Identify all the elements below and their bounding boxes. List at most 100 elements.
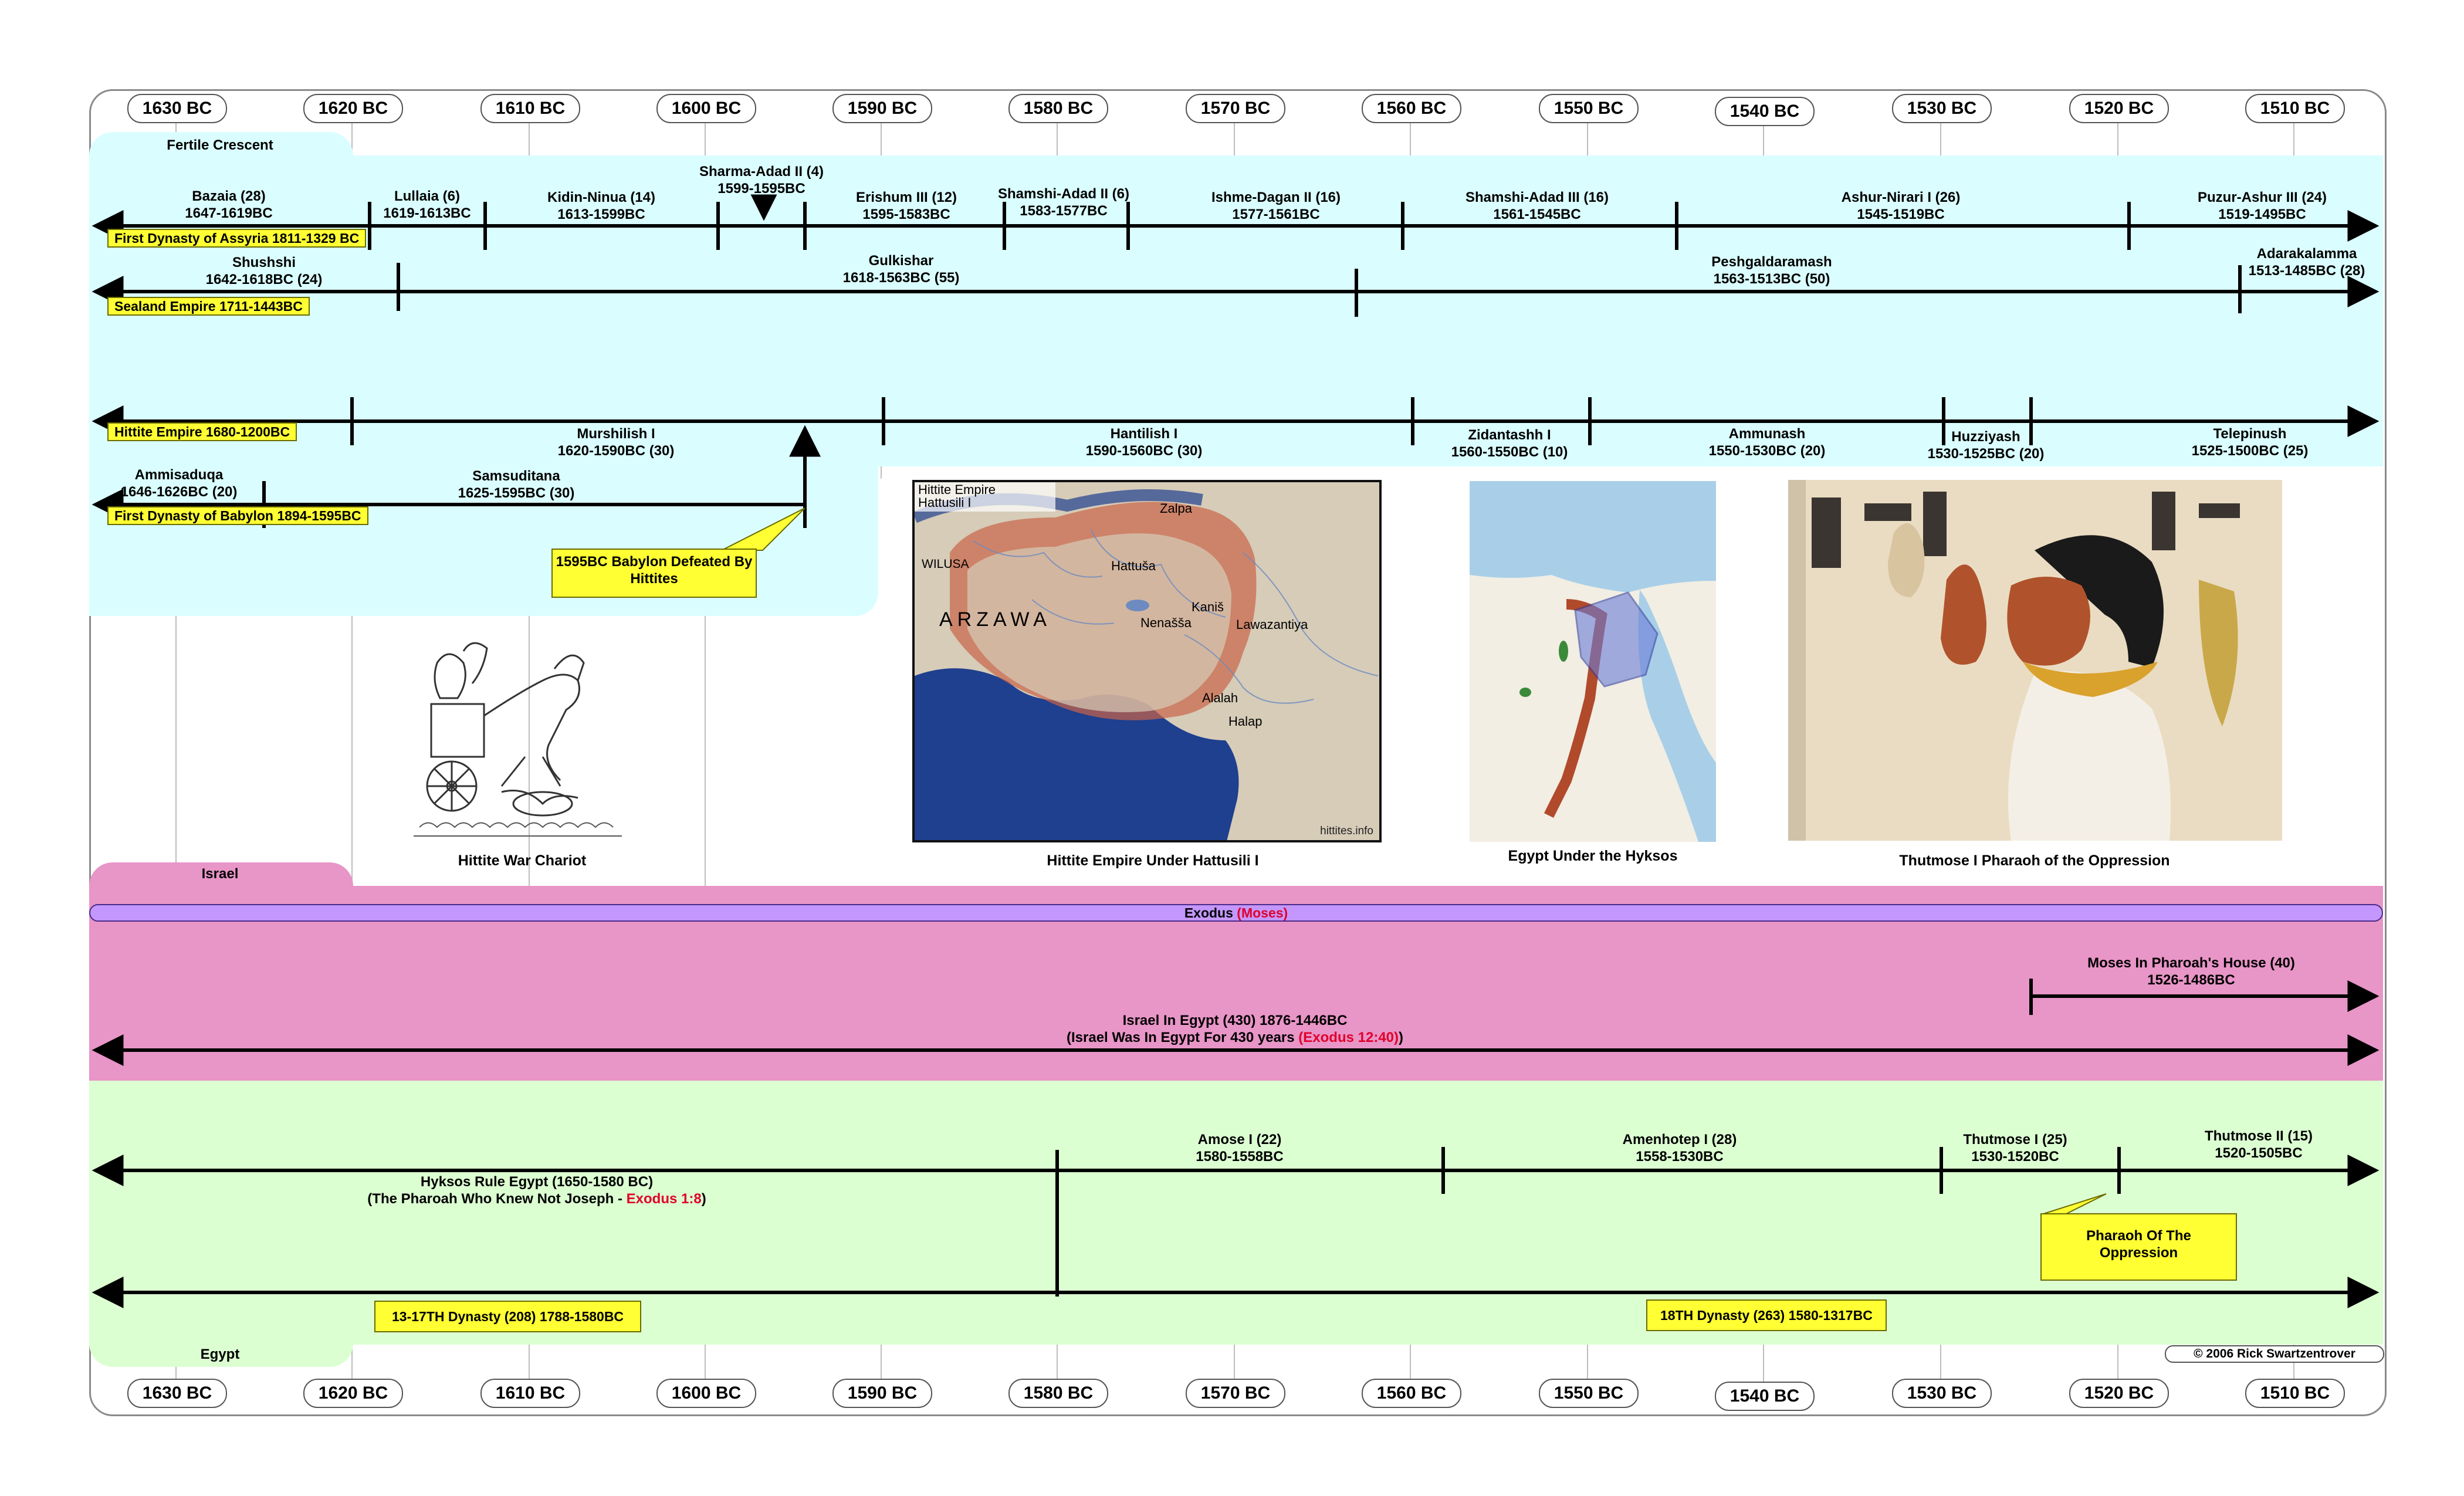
fertile-crescent-tab-bg [89, 132, 353, 167]
subtitle-close: ) [1399, 1030, 1403, 1045]
sealand-king-adarakalamma: Adarakalamma 1513-1485BC (28) [2249, 245, 2365, 279]
map-label-arzawa: ARZAWA [939, 608, 1051, 631]
map-label-hattusa: Hattuša [1111, 559, 1156, 573]
year-label-bottom: 1530 BC [1892, 1379, 1992, 1408]
assyria-king-lullaia: Lullaia (6) 1619-1613BC [383, 188, 471, 222]
subtitle-text: (The Pharoah Who Knew Not Joseph - [367, 1191, 627, 1207]
king-name: Kidin-Ninua (14) [547, 189, 655, 205]
assyria-king-sharma-adad: Sharma-Adad II (4) 1599-1595BC [699, 163, 824, 197]
king-name: Ammisaduqa [134, 467, 224, 483]
hittite-map-title: Hittite Empire Hattusili I [918, 482, 996, 510]
babylon-king-ammisaduqa: Ammisaduqa 1646-1626BC (20) [121, 466, 238, 500]
year-gridline [529, 120, 530, 1385]
assyria-dynasty-label: First Dynasty of Assyria 1811-1329 BC [107, 229, 367, 248]
map-label-wilusa: WILUSA [922, 557, 969, 571]
king-dates: 1525-1500BC (25) [2191, 443, 2309, 459]
king-dates: 1580-1558BC [1196, 1149, 1284, 1165]
king-name: Puzur-Ashur III (24) [2197, 189, 2327, 205]
sealand-king-shushshi: Shushshi 1642-1618BC (24) [206, 254, 323, 288]
subtitle-close: ) [701, 1191, 706, 1207]
exodus-bar: Exodus (Moses) [89, 904, 2383, 922]
moses-in-pharaohs-house: Moses In Pharoah's House (40) 1526-1486BC [2087, 955, 2295, 989]
king-name: Ashur-Nirari I (26) [1841, 189, 1961, 205]
israel-tab: Israel [201, 866, 239, 882]
egypt-king-amose: Amose I (22) 1580-1558BC [1196, 1131, 1283, 1165]
egypt-hyksos-map-image [1470, 481, 1716, 842]
hittite-king-zidantashh: Zidantashh I 1560-1550BC (10) [1451, 427, 1568, 461]
hittite-map-caption: Hittite Empire Under Hattusili I [1047, 852, 1259, 869]
year-label-bottom: 1630 BC [127, 1379, 227, 1408]
king-dates: 1618-1563BC (55) [842, 270, 960, 286]
hittite-king-hantilish: Hantilish I 1590-1560BC (30) [1086, 425, 1203, 459]
king-name: Lullaia (6) [394, 188, 461, 204]
hyksos-subtitle: (The Pharoah Who Knew Not Joseph - Exodu… [367, 1190, 706, 1207]
year-label-top: 1590 BC [832, 94, 932, 123]
year-label-bottom: 1510 BC [2245, 1379, 2345, 1408]
king-name: Ammunash [1728, 426, 1806, 442]
king-name: Sharma-Adad II (4) [699, 164, 824, 180]
king-name: Shushshi [232, 255, 296, 270]
babylon-dynasty-label: First Dynasty of Babylon 1894-1595BC [107, 506, 368, 525]
king-dates: 1583-1577BC [1020, 203, 1108, 219]
hittite-empire-label: Hittite Empire 1680-1200BC [107, 422, 297, 441]
king-name: Peshgaldaramash [1711, 254, 1832, 270]
israel-in-egypt-title: Israel In Egypt (430) 1876-1446BC [1122, 1013, 1348, 1028]
map-credit: hittites.info [1320, 825, 1373, 837]
king-dates: 1613-1599BC [557, 207, 645, 222]
egypt-king-thutmose-ii: Thutmose II (15) 1520-1505BC [2205, 1128, 2313, 1162]
king-dates: 1513-1485BC (28) [2248, 263, 2365, 279]
year-gridline [351, 120, 353, 1385]
king-dates: 1520-1505BC [2215, 1145, 2303, 1161]
year-label-bottom: 1590 BC [832, 1379, 932, 1408]
year-label-bottom: 1580 BC [1008, 1379, 1108, 1408]
sealand-king-gulkishar: Gulkishar 1618-1563BC (55) [843, 252, 960, 286]
assyria-king-shamshi-adad-ii: Shamshi-Adad II (6) 1583-1577BC [998, 185, 1129, 219]
thutmose-painting-image [1788, 480, 2282, 841]
king-name: Ishme-Dagan II (16) [1211, 189, 1341, 205]
sealand-king-peshgaldaramash: Peshgaldaramash 1563-1513BC (50) [1711, 253, 1832, 287]
year-label-top: 1510 BC [2245, 94, 2345, 123]
king-name: Bazaia (28) [192, 188, 266, 204]
king-dates: 1550-1530BC (20) [1708, 443, 1826, 459]
king-dates: 1530-1525BC (20) [1927, 446, 2045, 462]
year-gridline [175, 120, 177, 1385]
king-name: Shamshi-Adad II (6) [997, 186, 1130, 202]
king-dates: 1620-1590BC (30) [557, 443, 675, 459]
king-name: Zidantashh I [1468, 427, 1551, 443]
chariot-drawing [414, 642, 622, 837]
year-label-bottom: 1600 BC [656, 1379, 756, 1408]
pharaoh-oppression-callout: Pharaoh Of The Oppression [2040, 1213, 2237, 1281]
year-label-top: 1620 BC [303, 94, 403, 123]
map-label-zalpa: Zalpa [1160, 501, 1193, 516]
israel-in-egypt-label: Israel In Egypt (430) 1876-1446BC (Israe… [1067, 1012, 1403, 1046]
hyksos-rule-label: Hyksos Rule Egypt (1650-1580 BC) (The Ph… [367, 1173, 706, 1207]
king-name: Huzziyash [1951, 429, 2020, 445]
hyksos-title: Hyksos Rule Egypt (1650-1580 BC) [420, 1174, 654, 1190]
hittite-king-huzziyash: Huzziyash 1530-1525BC (20) [1928, 428, 2045, 462]
assyria-king-ishme-dagan: Ishme-Dagan II (16) 1577-1561BC [1211, 189, 1341, 223]
king-name: Thutmose I (25) [1963, 1132, 2067, 1148]
year-label-top: 1550 BC [1539, 94, 1639, 123]
king-dates: 1590-1560BC (30) [1085, 443, 1203, 459]
king-name: Gulkishar [868, 253, 934, 269]
king-name: Shamshi-Adad III (16) [1465, 189, 1609, 205]
king-dates: 1577-1561BC [1232, 207, 1320, 222]
thutmose-caption: Thutmose I Pharaoh of the Oppression [1899, 852, 2170, 869]
year-label-top: 1600 BC [656, 94, 756, 123]
egypt-tab-bg [89, 1338, 353, 1367]
king-name: Erishum III (12) [855, 189, 957, 205]
king-dates: 1530-1520BC [1971, 1149, 2059, 1165]
exodus-label: Exodus [1184, 905, 1233, 920]
king-dates: 1560-1550BC (10) [1451, 444, 1568, 460]
sealand-empire-label: Sealand Empire 1711-1443BC [107, 297, 310, 316]
exodus-moses-ref: (Moses) [1237, 905, 1288, 920]
scripture-ref-exodus-1-8: Exodus 1:8 [626, 1191, 702, 1207]
hittite-king-murshilish: Murshilish I 1620-1590BC (30) [558, 425, 675, 459]
year-gridline [705, 120, 706, 1385]
dynasty-18-label: 18TH Dynasty (263) 1580-1317BC [1646, 1299, 1887, 1331]
egypt-king-amenhotep: Amenhotep I (28) 1558-1530BC [1623, 1131, 1737, 1165]
king-dates: 1558-1530BC [1636, 1149, 1724, 1165]
hittite-chariot-image [408, 628, 631, 848]
king-name: Amose I (22) [1197, 1132, 1282, 1148]
